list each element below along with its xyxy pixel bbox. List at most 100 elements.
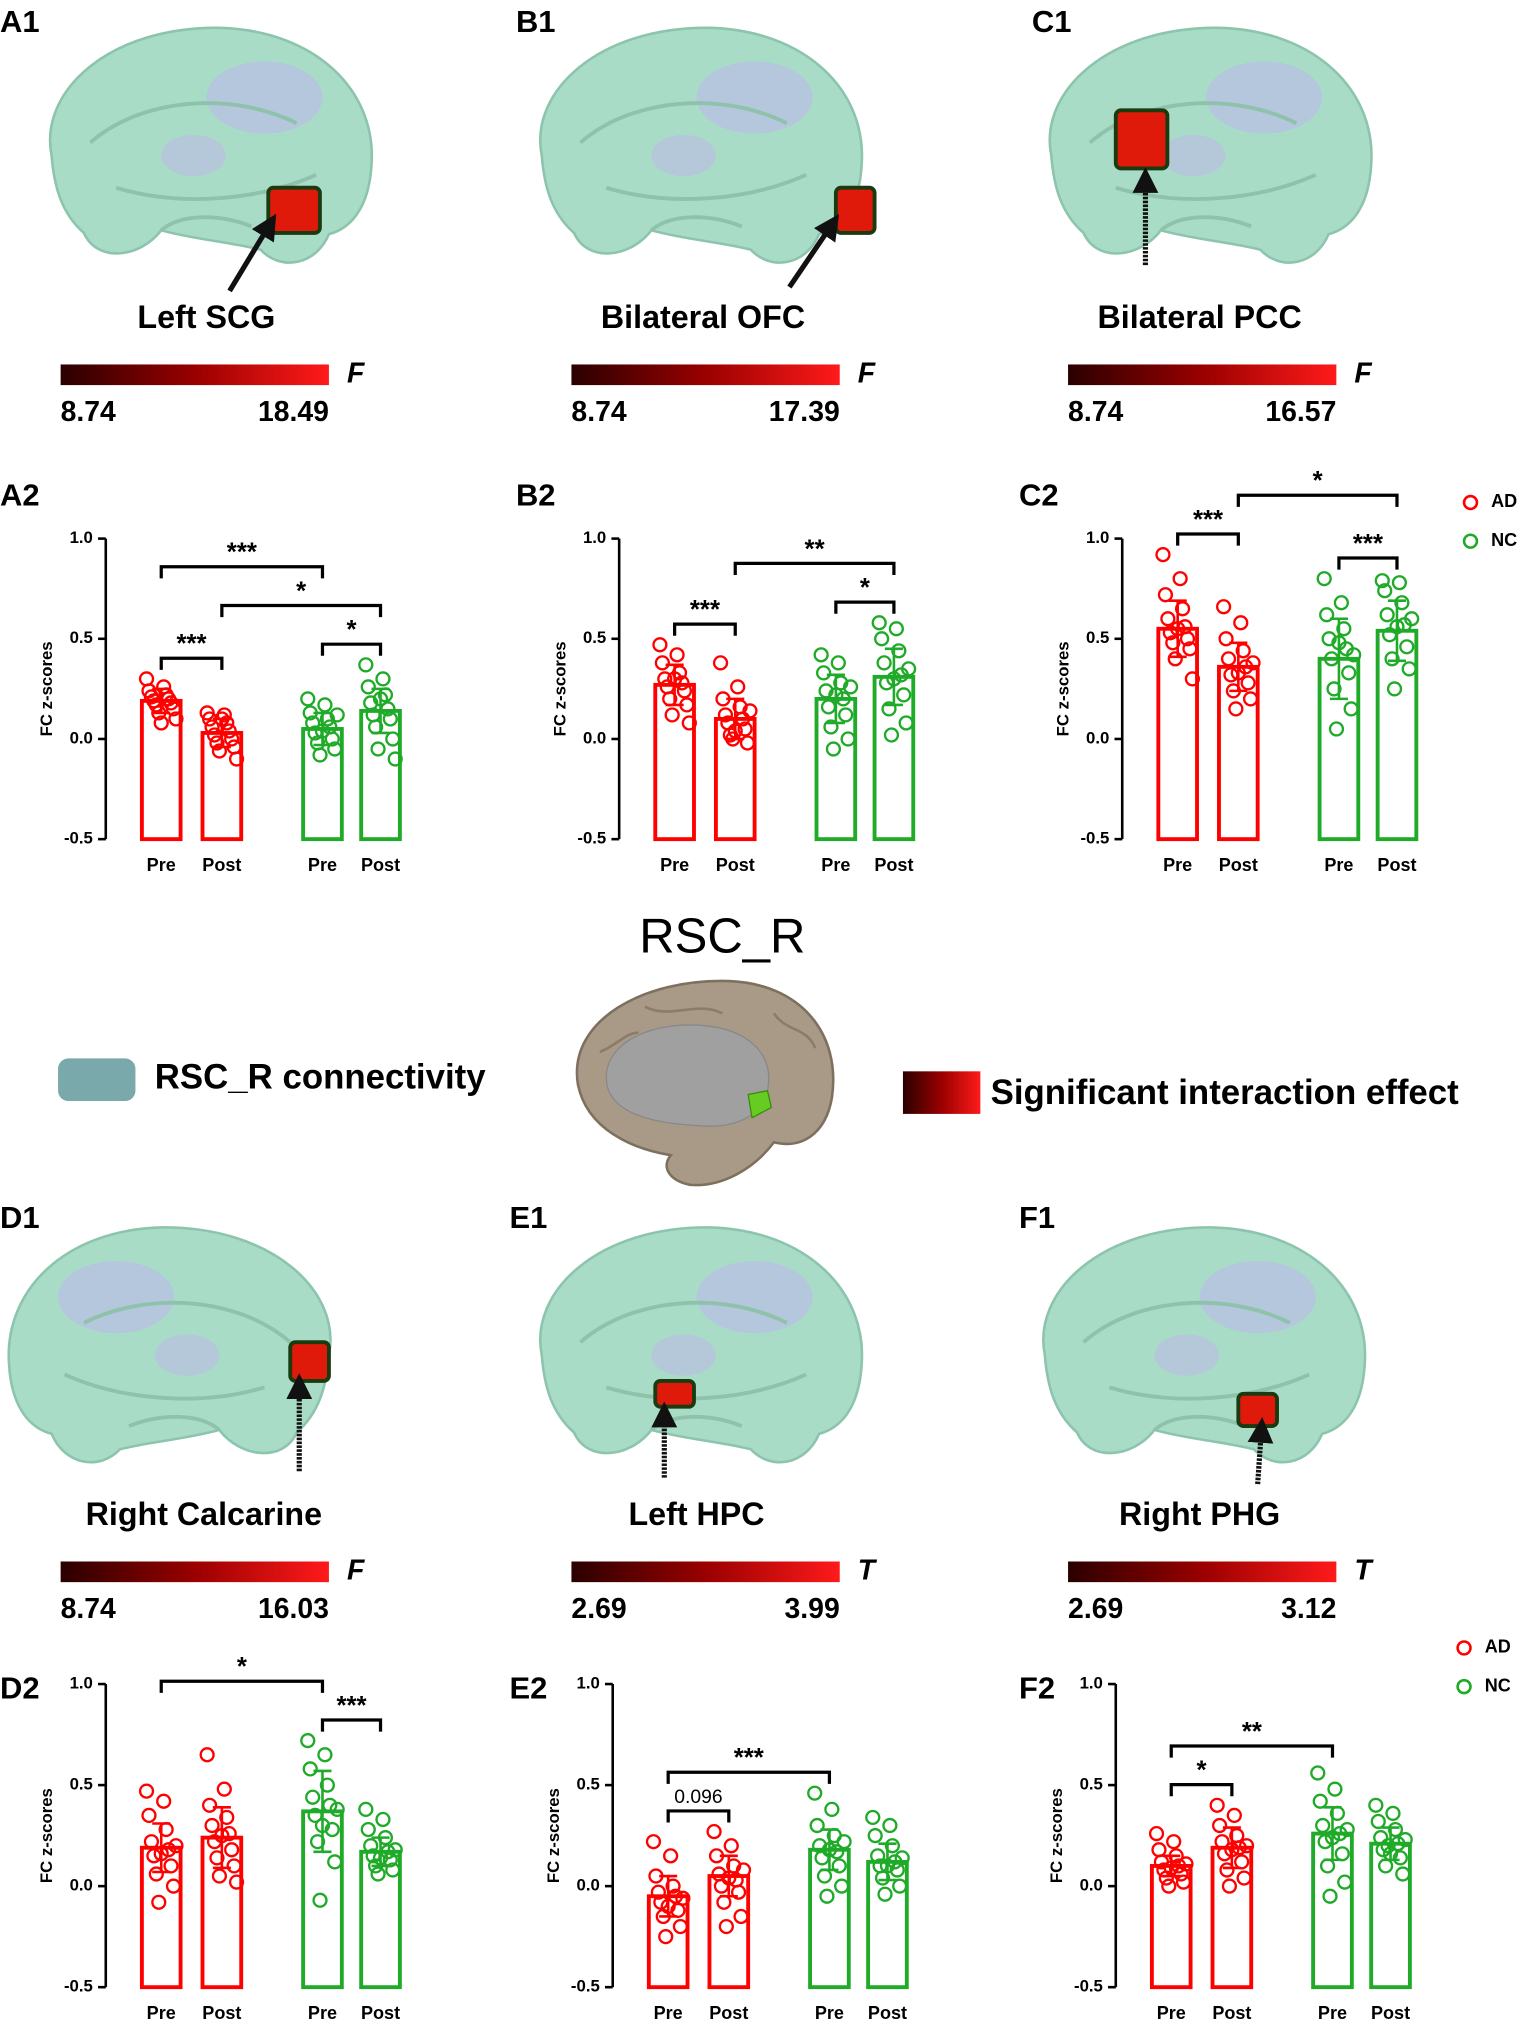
data-point [209,735,225,751]
data-point [1221,1878,1238,1894]
brain-network-patch [651,1334,716,1376]
data-point [1324,1830,1341,1846]
data-point [163,1858,179,1874]
data-point [1165,635,1181,651]
data-point [168,1838,184,1854]
data-point [1184,671,1201,687]
data-point [870,1848,886,1864]
data-point [706,1823,722,1840]
colorbar [1068,1561,1337,1583]
data-point [1327,1781,1343,1797]
data-point [143,1834,160,1850]
data-point [219,1809,235,1826]
data-point [878,675,895,691]
data-point [742,703,758,719]
region-label: Right Calcarine [86,1496,322,1532]
colorbar-min: 8.74 [1068,396,1123,428]
y-tick-label: 1.0 [577,1673,600,1692]
y-tick-label: 0.0 [577,1876,600,1895]
panel-label: A2 [0,477,40,512]
colorbar-max: 16.57 [1265,396,1336,428]
y-axis-label: FC z-scores [544,1788,563,1883]
data-point [375,671,391,687]
data-point [1390,1836,1406,1852]
x-tick-label: Post [1377,855,1416,875]
bar [872,674,916,842]
legend-marker [1456,1640,1472,1656]
data-point [370,741,386,757]
data-point [1319,607,1335,623]
data-point [825,741,842,757]
y-axis-label: FC z-scores [37,641,56,736]
legend-label: AD [1491,491,1517,511]
significance-label: * [860,574,871,602]
y-tick-label: -0.5 [1074,1977,1103,1996]
data-point [835,691,851,707]
colorbar-stat: F [347,357,365,389]
significance-label: *** [1353,530,1384,558]
data-point [370,1866,386,1882]
arrow [227,213,277,293]
legend-label: NC [1485,1675,1511,1695]
data-point [871,615,887,631]
data-point [667,671,683,687]
bar [359,1849,402,1990]
significant-cluster [1236,1391,1279,1428]
data-point [1242,691,1259,707]
data-point [209,1850,225,1866]
bar [1369,1841,1412,1990]
data-point [302,1761,318,1777]
data-point [1326,681,1342,697]
data-point [387,751,403,767]
data-point [1220,651,1237,667]
data-point [224,1842,240,1858]
significant-cluster [833,185,877,235]
x-tick-label: Pre [147,2003,176,2023]
significance-bracket [320,1718,383,1732]
brain [1048,26,1373,264]
data-point [305,1789,321,1805]
colorbar [60,1561,329,1583]
data-point [385,731,401,747]
significance-bracket [1337,556,1399,570]
data-point [158,1821,174,1838]
data-point [1382,1846,1399,1862]
y-tick-label: 1.0 [70,528,93,547]
data-point [1346,647,1362,663]
region-label: Right PHG [1119,1496,1280,1532]
data-point [1225,683,1242,699]
data-point [879,1858,896,1874]
colorbar [571,364,840,386]
data-point [675,1890,691,1906]
significance-label: *** [1193,506,1224,534]
data-point [813,647,829,663]
significant-cluster [288,1340,331,1383]
data-point [151,1894,167,1910]
data-point [739,735,756,751]
data-point [204,1817,220,1834]
data-point [317,697,333,713]
significance-bracket [1169,1744,1335,1758]
significance-label: ** [805,535,826,563]
y-tick-label: -0.5 [577,829,606,848]
data-point [718,1918,734,1935]
y-tick-label: 0.5 [577,1775,600,1794]
colorbar [571,1561,840,1583]
data-point [1174,601,1191,617]
data-point [1228,701,1244,717]
data-point [211,743,228,759]
data-point [1312,1793,1328,1809]
y-tick-label: -0.5 [1080,829,1109,848]
brain-sulci [579,101,807,232]
y-tick-label: -0.5 [64,1977,93,1996]
data-point [168,711,184,727]
data-point [1216,1846,1233,1862]
center-title: RSC_R [639,910,805,964]
x-tick-label: Pre [147,855,176,875]
data-point [165,1878,182,1894]
error-bar [1387,599,1407,663]
data-point [717,707,734,723]
x-tick-label: Pre [1318,2003,1347,2023]
data-point [141,1807,157,1824]
data-point [1162,625,1178,641]
